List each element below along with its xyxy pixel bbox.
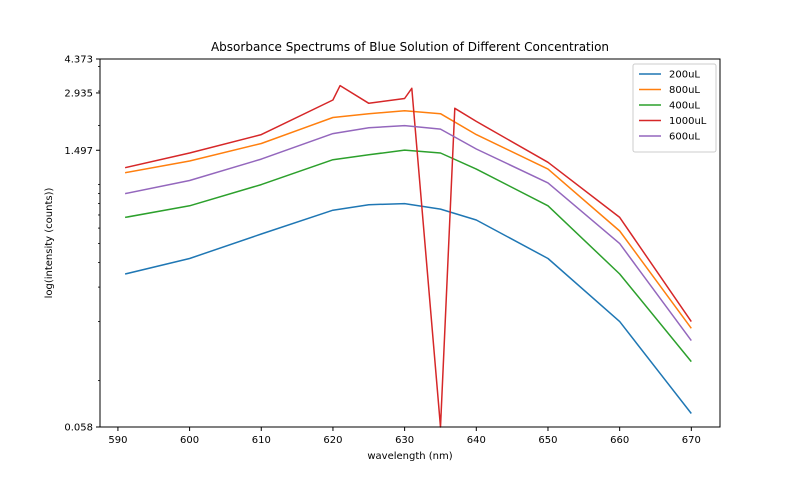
y-tick-label: 4.373	[64, 55, 93, 66]
x-axis-label: wavelength (nm)	[367, 451, 452, 462]
legend-label-400uL: 400uL	[669, 101, 700, 112]
y-tick-label: 0.058	[64, 423, 93, 434]
plot-frame	[99, 58, 721, 428]
series-line-400uL	[124, 149, 692, 363]
x-tick-label: 660	[610, 435, 629, 446]
legend-box	[632, 63, 717, 153]
legend-label-600uL: 600uL	[669, 132, 700, 143]
y-tick-label: 1.497	[64, 146, 93, 157]
plot-series	[124, 84, 692, 428]
x-tick-label: 590	[108, 435, 127, 446]
x-tick-label: 600	[180, 435, 199, 446]
series-line-1000uL	[124, 84, 692, 428]
series-line-200uL	[124, 202, 692, 414]
y-axis: 0.058 1.497 2.935 4.373	[64, 55, 100, 434]
legend-label-800uL: 800uL	[669, 85, 700, 96]
x-tick-label: 640	[467, 435, 486, 446]
legend: 200uL 800uL 400uL 1000uL 600uL	[632, 63, 717, 153]
x-tick-label: 630	[395, 435, 414, 446]
x-tick-label: 650	[538, 435, 557, 446]
legend-label-200uL: 200uL	[669, 70, 700, 81]
series-line-600uL	[124, 124, 692, 342]
chart-title: Absorbance Spectrums of Blue Solution of…	[211, 40, 609, 54]
x-tick-label: 620	[323, 435, 342, 446]
x-tick-label: 670	[682, 435, 701, 446]
legend-label-1000uL: 1000uL	[669, 116, 707, 127]
x-axis: 590 600 610 620 630 640 650 660 670	[108, 427, 701, 446]
x-tick-label: 610	[252, 435, 271, 446]
y-tick-label: 2.935	[64, 88, 93, 99]
series-line-800uL	[124, 110, 692, 329]
y-axis-label: log(intensity (counts))	[44, 188, 55, 299]
